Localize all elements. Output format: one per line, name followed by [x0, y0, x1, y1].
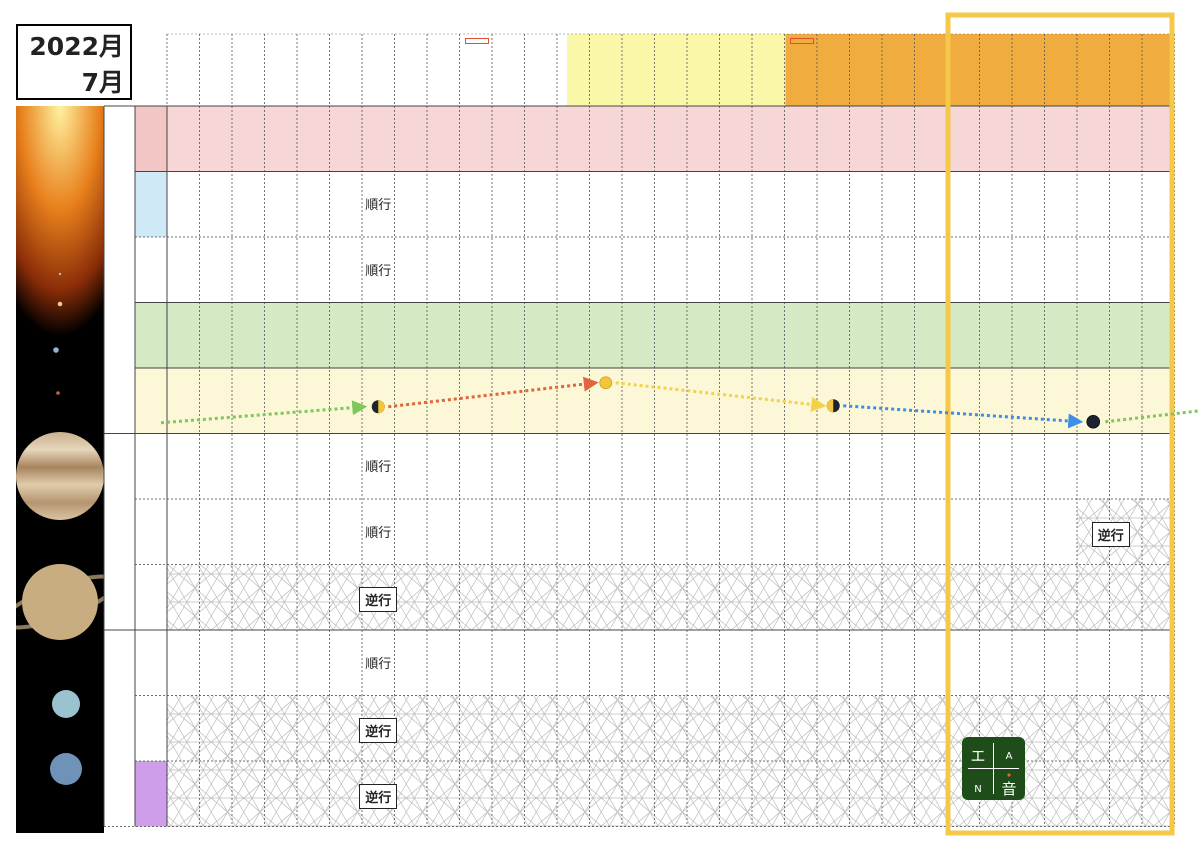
status-text-neptune: 逆行: [359, 718, 398, 744]
retrograde-pattern-saturn: [167, 564, 1175, 630]
row-label-mars: [135, 434, 167, 500]
sun-surface: [16, 106, 104, 336]
status-mercury: 順行: [348, 194, 408, 213]
row-label-sun: [135, 106, 167, 172]
uranus-disc: [52, 690, 80, 718]
row-label-jupiter: [135, 499, 167, 565]
row-label-venus: [135, 237, 167, 303]
title-month: 7月: [81, 68, 124, 97]
event-kinoene: [464, 38, 489, 44]
row-label-uranus: [135, 630, 167, 696]
mercury-dot: [58, 272, 62, 276]
status-neptune: 逆行: [348, 718, 408, 744]
moon-full-moon-icon: [599, 376, 613, 390]
row-label-neptune: [135, 696, 167, 762]
moon-cycle-arrow: [1105, 409, 1200, 424]
moon-cycle-arrow: [160, 400, 368, 425]
moon-first-quarter-icon: [371, 400, 385, 414]
status-text-jupiter: 順行: [365, 525, 392, 541]
planets-image-icon: [1, 106, 119, 785]
moon-cycle-arrow: [615, 381, 827, 412]
planet-strip-image: [1, 106, 119, 833]
sun-label-bg: [135, 106, 167, 172]
neptune-disc: [50, 753, 82, 785]
row-label-saturn: [135, 565, 167, 631]
row-label-mercury: [135, 172, 167, 238]
earth-label-bg: [135, 302, 167, 368]
moon-last-quarter-icon: [826, 399, 840, 413]
status-text-mercury: 順行: [365, 198, 392, 214]
moon-disc: [599, 376, 613, 390]
status-saturn: 逆行: [348, 587, 408, 613]
status-pluto: 逆行: [348, 783, 408, 809]
status-text-venus: 順行: [365, 263, 392, 279]
jupiter-disc: [16, 432, 104, 520]
status-text-saturn: 逆行: [359, 587, 398, 613]
event-doyo-iri: [789, 38, 814, 44]
title-year: 2022月: [29, 32, 124, 61]
logo-letter: N: [974, 784, 981, 795]
status-mars: 順行: [348, 456, 408, 475]
pluto-label-bg: [135, 761, 167, 827]
earth-dot: [53, 347, 59, 353]
mercury-label-bg: [135, 171, 167, 237]
status2-text-jupiter: 逆行: [1091, 521, 1130, 547]
status2-jupiter: 逆行: [1081, 521, 1141, 547]
status-venus: 順行: [348, 260, 408, 279]
moon-lit-half: [826, 399, 834, 413]
brand-logo-icon: エ A N 音: [962, 737, 1025, 800]
status-jupiter: 順行: [348, 522, 408, 541]
status-text-uranus: 順行: [365, 656, 392, 672]
group-label-outer: [104, 434, 135, 631]
highlight-frame: [945, 12, 1175, 836]
row-label-pluto: [135, 761, 167, 827]
group-label-subconscious: [104, 630, 135, 827]
group-label-inner: [104, 172, 135, 303]
title-box: 2022月 7月: [16, 24, 132, 100]
venus-dot: [57, 301, 63, 307]
moon-cycle-arrow: [388, 376, 599, 409]
moon-new-moon-icon: [1086, 414, 1101, 429]
status-uranus: 順行: [348, 653, 408, 672]
logo-dot: [1007, 773, 1011, 777]
moon-disc: [1086, 414, 1101, 429]
row-label-earth: [135, 303, 167, 369]
logo-letter: エ: [970, 747, 985, 765]
logo-letter: 音: [1001, 780, 1016, 798]
mars-dot: [56, 391, 60, 395]
header-band-yellow: [567, 34, 786, 106]
saturn-disc: [22, 564, 98, 640]
status-text-pluto: 逆行: [359, 783, 398, 809]
status-text-mars: 順行: [365, 460, 392, 476]
logo-letter: A: [1006, 751, 1013, 762]
row-label-moon: [135, 368, 167, 434]
moon-lit-half: [378, 400, 385, 414]
